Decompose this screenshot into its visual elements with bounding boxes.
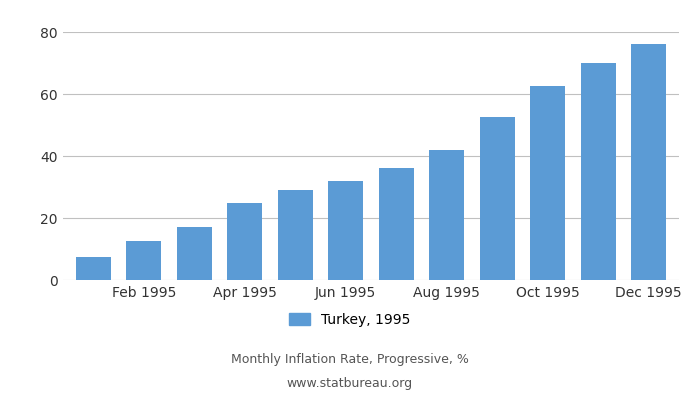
Bar — [379, 168, 414, 280]
Legend: Turkey, 1995: Turkey, 1995 — [289, 313, 411, 327]
Bar — [126, 241, 162, 280]
Bar — [328, 181, 363, 280]
Bar — [480, 117, 515, 280]
Bar — [76, 257, 111, 280]
Text: Monthly Inflation Rate, Progressive, %: Monthly Inflation Rate, Progressive, % — [231, 354, 469, 366]
Bar — [429, 150, 464, 280]
Bar — [176, 227, 212, 280]
Bar — [530, 86, 566, 280]
Bar — [580, 63, 616, 280]
Bar — [278, 190, 313, 280]
Bar — [227, 202, 262, 280]
Text: www.statbureau.org: www.statbureau.org — [287, 378, 413, 390]
Bar — [631, 44, 666, 280]
